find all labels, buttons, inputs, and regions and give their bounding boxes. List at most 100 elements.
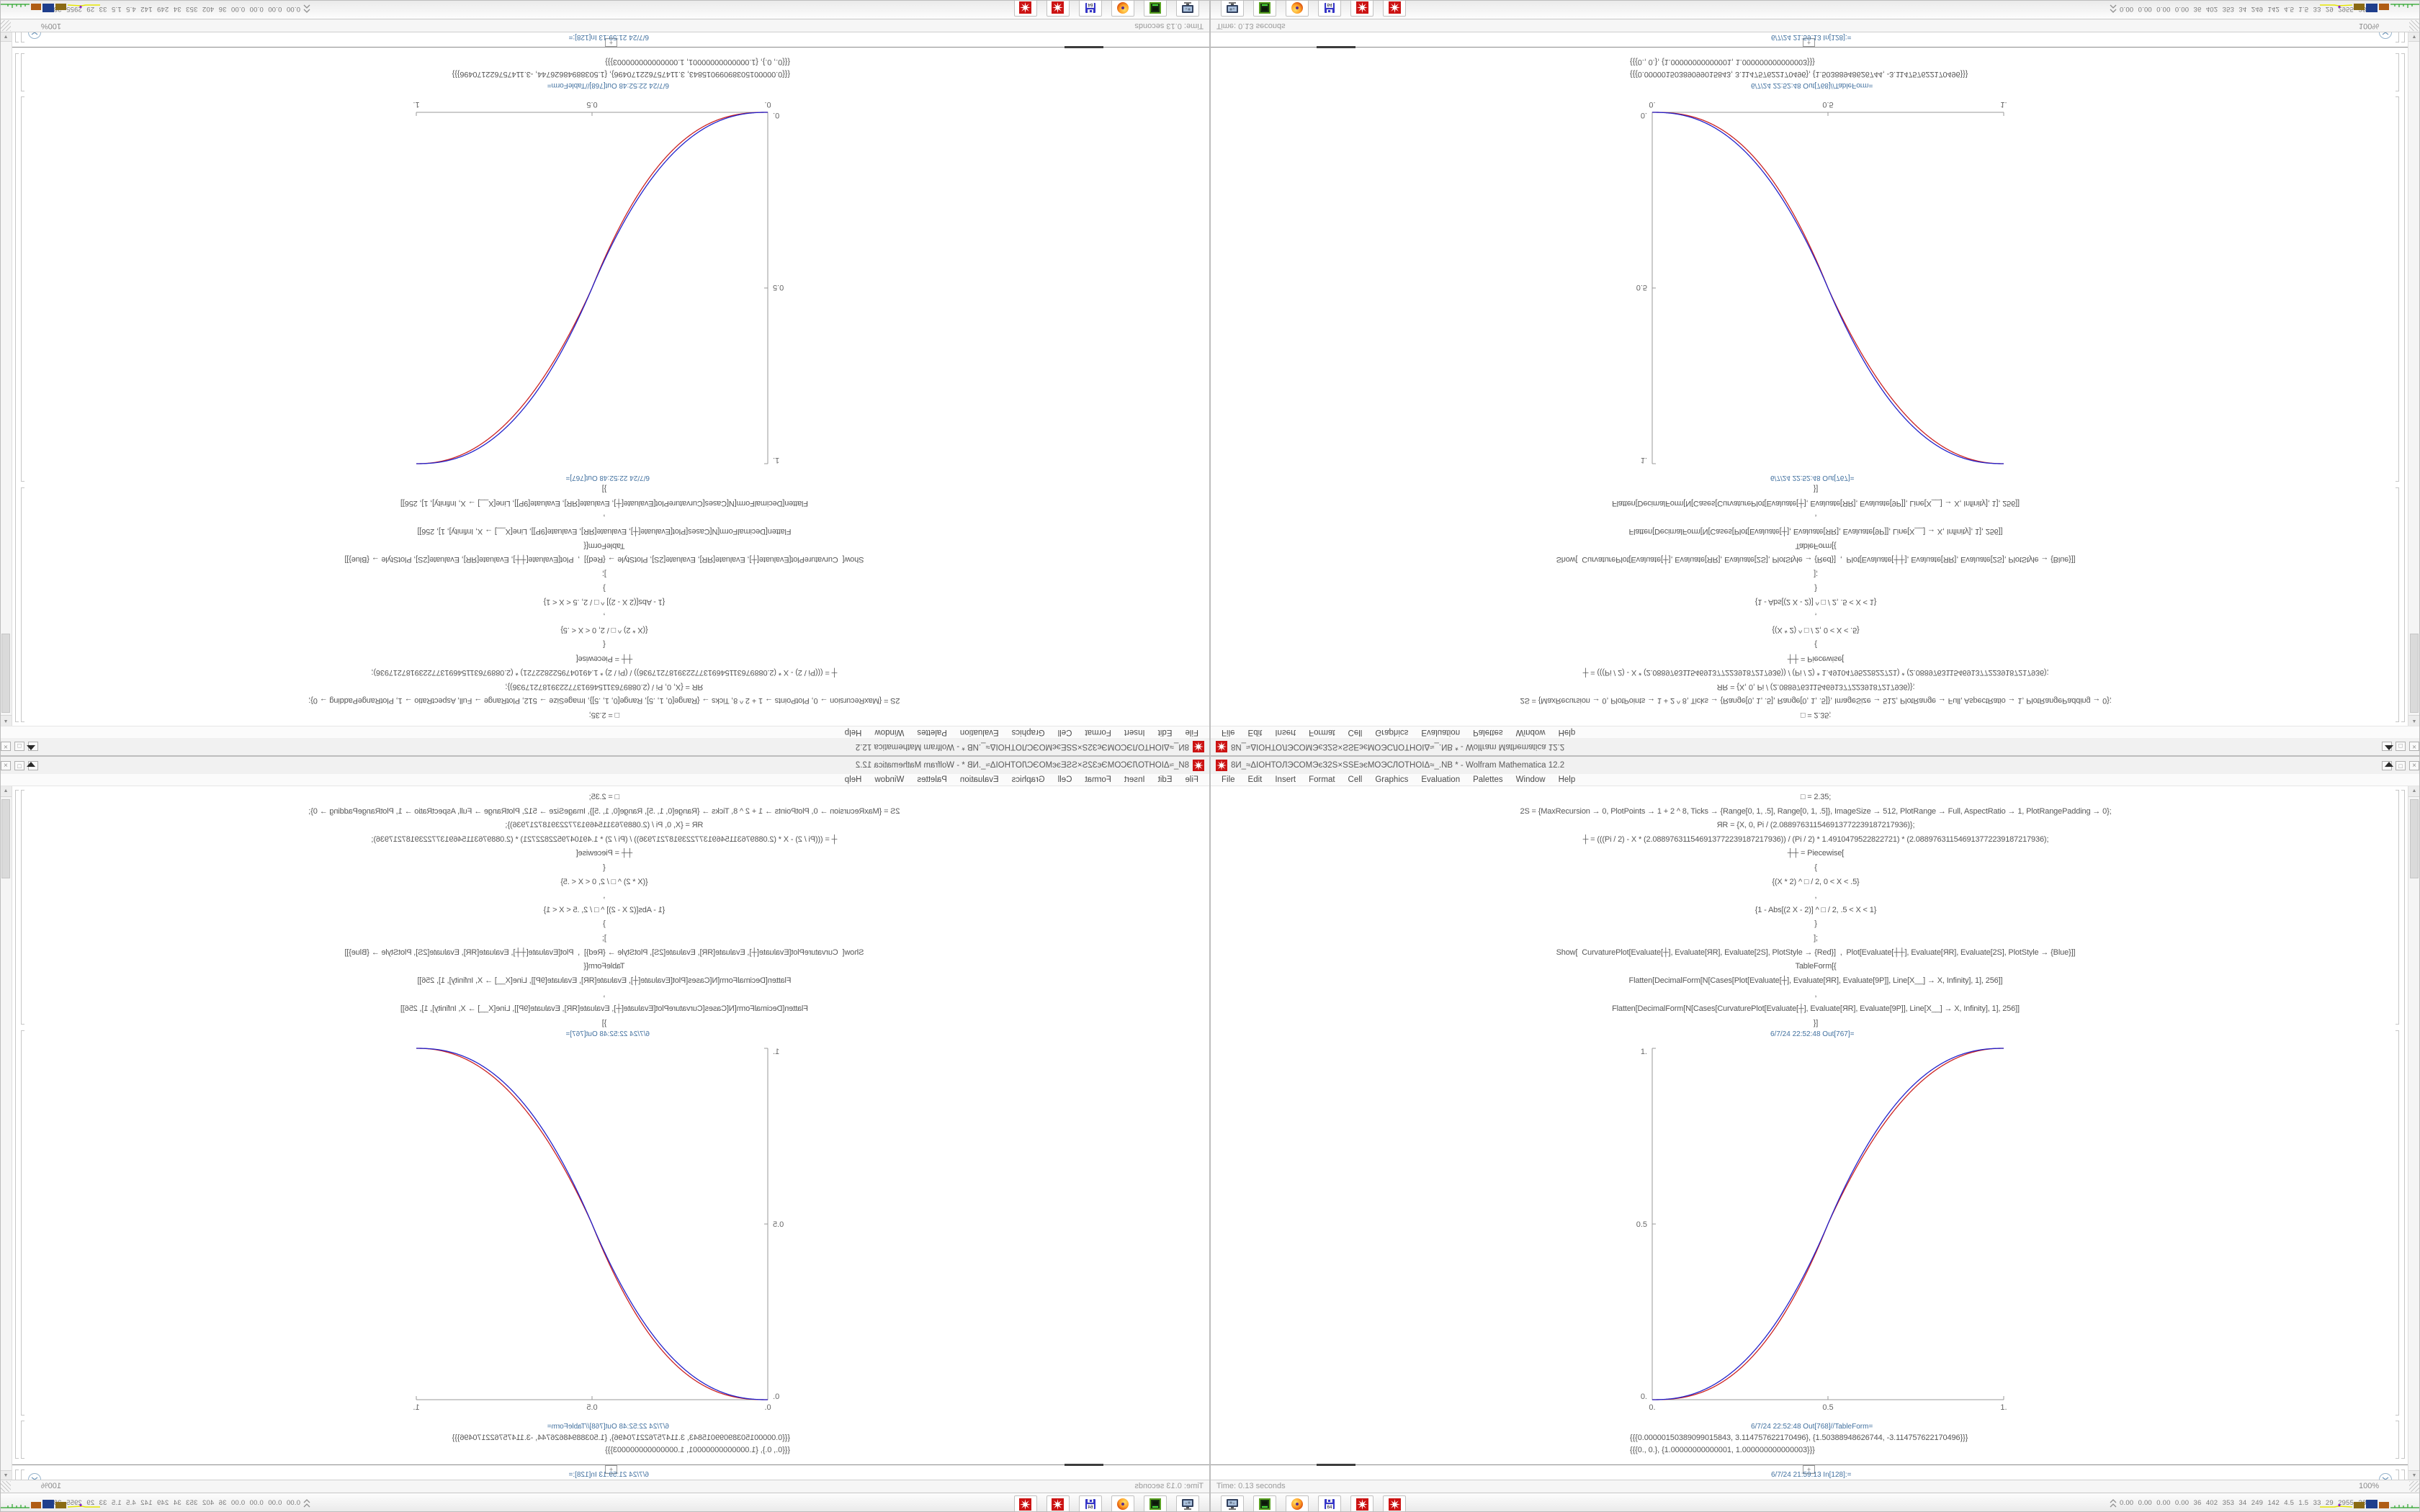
magnification-value[interactable]: 100% <box>2359 22 2380 30</box>
code-line[interactable]: ┼ = (((Pi / 2) - X * (2.0889763115469137… <box>1582 834 2049 844</box>
notebook-content[interactable]: □ = 2.35; 2S = {MaxRecursion → 0, PlotPoi… <box>1210 26 2420 726</box>
code-line[interactable]: ┼┼ = Piecewise[ <box>575 654 633 663</box>
input-cell-bracket[interactable] <box>2396 790 2399 1025</box>
tray-expand-icon[interactable] <box>2110 4 2117 13</box>
vertical-scroll-thumb[interactable] <box>1 799 10 878</box>
menu-item[interactable]: Format <box>1309 775 1335 784</box>
code-line[interactable]: }] <box>601 485 607 494</box>
code-line[interactable]: Flatten[DecimalForm[N[Cases[CurvaturePlo… <box>1612 499 2020 508</box>
vertical-scroll-thumb[interactable] <box>1 634 10 713</box>
taskbar-button-green-handheld[interactable] <box>1144 1495 1167 1512</box>
cell-group-bracket[interactable] <box>15 790 19 1459</box>
code-line[interactable]: ЯR = {X, 0, Pi / (2.08897631154691377223… <box>505 821 704 830</box>
window-titlebar[interactable]: 8И_≈ΔІОНТОЛЭСОМЭєЗ2Ѕ×ЅЅЕэєМОЭСЛОТНОІΔ≈_.… <box>1211 737 2420 755</box>
menu-item[interactable]: Cell <box>1057 775 1072 784</box>
menu-item[interactable]: Palettes <box>917 775 947 784</box>
code-line[interactable]: ]; <box>1814 570 1818 579</box>
vertical-scrollbar[interactable]: ▲ ▼ <box>2408 786 2419 1481</box>
code-line[interactable]: {1 - Abs[(2 X - 2)] ^ □ / 2, .5 < X < 1} <box>543 598 666 607</box>
scroll-down-icon[interactable]: ▼ <box>2408 31 2420 42</box>
menu-item[interactable]: Evaluation <box>959 728 999 737</box>
taskbar-button-mathematica-1[interactable] <box>1047 1495 1070 1512</box>
in-cell-group-bracket[interactable] <box>2401 1470 2405 1480</box>
menu-item[interactable]: Evaluation <box>959 775 999 784</box>
notebook-content[interactable]: □ = 2.35; 2S = {MaxRecursion → 0, PlotPoi… <box>1211 786 2419 1486</box>
code-line[interactable]: {(X * 2) ^ □ / 2, 0 < X < .5} <box>1772 877 1860 886</box>
code-line[interactable]: ┼ = (((Pi / 2) - X * (2.0889763115469137… <box>371 834 838 844</box>
cell-group-bracket[interactable] <box>15 53 19 722</box>
menu-item[interactable]: Cell <box>1348 728 1363 737</box>
menu-item[interactable]: Help <box>1558 728 1576 737</box>
taskbar-button-green-handheld[interactable] <box>1144 0 1167 17</box>
code-line[interactable]: {(X * 2) ^ □ / 2, 0 < X < .5} <box>1772 626 1860 635</box>
menu-item[interactable]: Format <box>1085 775 1111 784</box>
resize-grip-icon[interactable] <box>2409 20 2420 31</box>
code-line[interactable]: TableForm[{ <box>1795 962 1837 971</box>
cell-group-bracket[interactable] <box>2401 53 2405 722</box>
code-line[interactable]: Flatten[DecimalForm[N[Cases[Plot[Evaluat… <box>1628 976 2003 985</box>
menu-item[interactable]: Insert <box>1275 775 1296 784</box>
magnification-popup-icon[interactable] <box>2385 762 2393 767</box>
out768-cell-bracket[interactable] <box>2396 53 2399 91</box>
code-line[interactable]: ┼┼ = Piecewise[ <box>1787 654 1845 663</box>
code-line[interactable]: , <box>1814 891 1817 901</box>
menu-item[interactable]: File <box>1222 775 1235 784</box>
taskbar-button-system-monitor[interactable] <box>1221 1495 1244 1511</box>
input-cell-bracket[interactable] <box>2396 487 2399 722</box>
code-line[interactable]: {1 - Abs[(2 X - 2)] ^ □ / 2, .5 < X < 1} <box>1754 905 1877 914</box>
code-line[interactable]: Show[ CurvaturePlot[Evaluate[┼], Evaluat… <box>344 948 864 957</box>
maximize-button[interactable]: □ <box>14 742 24 751</box>
vertical-scrollbar[interactable]: ▲ ▼ <box>0 31 12 726</box>
menu-item[interactable]: Evaluation <box>1421 775 1461 784</box>
menu-item[interactable]: Graphics <box>1375 728 1409 737</box>
code-line[interactable]: TableForm[{ <box>1795 541 1837 550</box>
insert-cell-plus-button[interactable]: + <box>1803 1465 1815 1474</box>
out768-cell-bracket[interactable] <box>21 53 24 91</box>
maximize-button[interactable]: □ <box>2396 742 2406 751</box>
input-code-cell[interactable]: □ = 2.35; 2S = {MaxRecursion → 0, PlotPoi… <box>1210 482 2420 721</box>
horizontal-scroll-thumb[interactable] <box>1317 1464 1355 1466</box>
taskbar-button-firefox[interactable] <box>1286 0 1309 17</box>
taskbar-button-floppy64[interactable]: 64 <box>1318 0 1341 17</box>
resize-grip-icon[interactable] <box>0 20 11 31</box>
menu-item[interactable]: Graphics <box>1011 728 1045 737</box>
out767-cell-bracket[interactable] <box>2396 96 2399 482</box>
code-line[interactable]: ЯR = {X, 0, Pi / (2.08897631154691377223… <box>505 682 704 691</box>
code-line[interactable]: □ = 2.35; <box>588 711 620 719</box>
tray-expand-icon[interactable] <box>2110 1499 2117 1508</box>
close-button[interactable]: × <box>2409 742 2419 751</box>
taskbar-button-mathematica-2[interactable] <box>1014 1495 1037 1512</box>
code-line[interactable]: Flatten[DecimalForm[N[Cases[Plot[Evaluat… <box>417 976 792 985</box>
in-cell-bracket[interactable] <box>2396 32 2399 42</box>
taskbar-button-mathematica-1[interactable] <box>1047 0 1070 17</box>
menu-item[interactable]: File <box>1222 728 1235 737</box>
taskbar-button-floppy64[interactable]: 64 <box>1079 0 1102 17</box>
close-button[interactable]: × <box>2409 761 2419 770</box>
taskbar-button-system-monitor[interactable] <box>1176 0 1199 17</box>
code-line[interactable]: 2S = {MaxRecursion → 0, PlotPoints → 1 +… <box>1520 806 2112 816</box>
window-titlebar[interactable]: 8И_≈ΔІОНТОЛЭСОМЭєЗ2Ѕ×ЅЅЕэєМОЭСЛОТНОІΔ≈_.… <box>0 757 1209 775</box>
code-line[interactable]: ┼ = (((Pi / 2) - X * (2.0889763115469137… <box>371 668 838 678</box>
code-line[interactable]: Flatten[DecimalForm[N[Cases[CurvaturePlo… <box>400 499 808 508</box>
vertical-scrollbar[interactable]: ▲ ▼ <box>0 786 12 1481</box>
code-line[interactable]: , <box>603 513 606 522</box>
code-line[interactable]: }] <box>1813 485 1819 494</box>
menu-item[interactable]: Help <box>844 775 862 784</box>
code-line[interactable]: ]; <box>602 570 606 579</box>
code-line[interactable]: , <box>1814 990 1817 999</box>
menu-item[interactable]: Window <box>1515 775 1546 784</box>
tray-expand-icon[interactable] <box>303 4 310 13</box>
out768-cell-bracket[interactable] <box>21 1421 24 1459</box>
taskbar-button-mathematica-2[interactable] <box>1383 1495 1406 1511</box>
code-line[interactable]: ]; <box>1814 933 1818 942</box>
scroll-up-icon[interactable]: ▲ <box>2408 786 2419 797</box>
menu-item[interactable]: Window <box>874 775 905 784</box>
menu-item[interactable]: Edit <box>1247 728 1263 737</box>
code-line[interactable]: □ = 2.35; <box>1800 793 1832 801</box>
vertical-scrollbar[interactable]: ▲ ▼ <box>2408 31 2420 726</box>
code-line[interactable]: } <box>603 583 606 593</box>
menu-item[interactable]: Evaluation <box>1421 728 1461 737</box>
in-cell-bracket[interactable] <box>21 32 24 42</box>
code-line[interactable]: { <box>603 640 606 649</box>
taskbar-button-green-handheld[interactable] <box>1253 1495 1276 1511</box>
